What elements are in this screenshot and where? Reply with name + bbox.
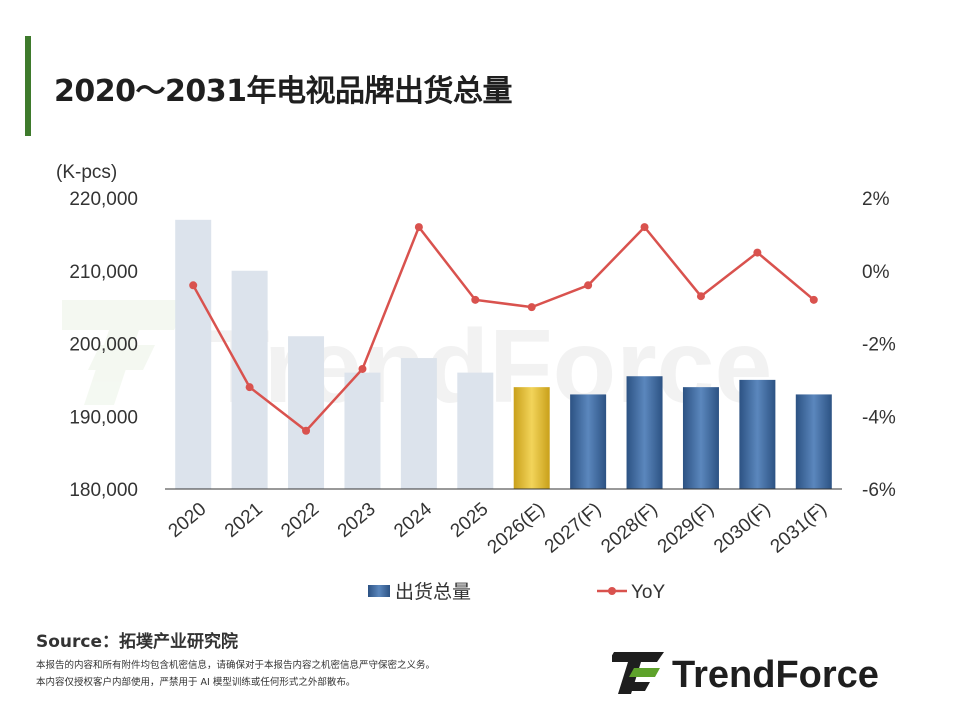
yoy-point-2020 [189,281,198,290]
page-title: 2020～2031年电视品牌出货总量 [54,74,513,109]
combo-chart: TrendForce (K-pcs) 180,000190,000200,000… [56,162,896,603]
yoy-point-2026(E) [527,303,536,312]
x-tick-label: 2028(F) [597,499,661,558]
y-tick-label: 180,000 [69,480,138,501]
trendforce-logo-icon [612,652,664,694]
bar-2026(E) [513,387,550,489]
x-tick-label: 2029(F) [654,499,718,558]
yoy-point-2025 [471,295,480,304]
y2-tick-label: 2% [862,189,890,210]
y2-tick-label: -4% [862,407,896,428]
yoy-point-2031(F) [809,295,818,304]
x-tick-label: 2025 [447,499,493,542]
title-accent-bar [25,36,31,136]
x-tick-label: 2031(F) [767,499,831,558]
bar-2022 [288,336,325,489]
x-tick-label: 2023 [334,499,380,542]
bar-2021 [231,270,268,489]
y-tick-label: 210,000 [69,262,138,283]
trendforce-logo-text: TrendForce [672,654,879,696]
bar-2028(F) [626,376,663,489]
bar-2025 [457,372,494,489]
yoy-point-2021 [245,383,254,392]
y2-tick-label: -6% [862,480,896,501]
bar-2027(F) [570,394,607,489]
yoy-point-2027(F) [584,281,593,290]
yoy-line [192,224,815,433]
yoy-point-2030(F) [753,248,762,257]
x-tick-label: 2030(F) [710,499,774,558]
y2-tick-label: -2% [862,335,896,356]
yoy-point-2028(F) [640,223,649,232]
yoy-point-2023 [358,364,367,373]
x-tick-label: 2026(E) [484,499,549,559]
confidential-note-1: 本报告的内容和所有附件均包含机密信息，请确保对于本报告内容之机密信息严守保密之义… [36,660,436,671]
legend-label-yoy: YoY [631,582,665,603]
bar-2020 [175,219,212,489]
x-tick-label: 2027(F) [541,499,605,558]
trendforce-logo: TrendForce [612,652,879,696]
confidential-note-2: 本内容仅授权客户内部使用，严禁用于 AI 模型训练或任何形式之外部散布。 [36,677,356,688]
x-tick-label: 2022 [277,499,323,542]
x-axis-ticks: 2020 2021 2022 2023 2024 20252026(E)2027(F)20… [165,498,831,558]
y-axis-unit-label: (K-pcs) [56,162,117,183]
yoy-line-series [189,223,818,435]
bar-series [175,219,832,489]
y2-axis-ticks: -6% -4% -2% 0% 2% [862,189,896,501]
bar-2024 [400,358,437,489]
x-tick-label: 2020 [165,499,211,542]
legend-marker-yoy [608,587,616,595]
bar-2030(F) [739,379,776,489]
x-tick-label: 2024 [390,498,436,542]
y-tick-label: 220,000 [69,189,138,210]
legend: 出货总量 YoY [368,581,665,603]
yoy-point-2022 [302,426,311,435]
y-tick-label: 190,000 [69,407,138,428]
legend-label-shipments: 出货总量 [395,581,471,603]
y-tick-label: 200,000 [69,335,138,356]
x-tick-label: 2021 [221,499,267,542]
yoy-point-2029(F) [696,292,705,301]
yoy-point-2024 [414,223,423,232]
bar-2031(F) [795,394,832,489]
y-axis-ticks: 180,000 190,000 200,000 210,000 220,000 [69,189,138,501]
legend-swatch-shipments [368,585,390,597]
bar-2029(F) [682,387,719,489]
y2-tick-label: 0% [862,262,890,283]
bar-2023 [344,372,381,489]
source-text: Source：拓墣产业研究院 [36,632,239,652]
